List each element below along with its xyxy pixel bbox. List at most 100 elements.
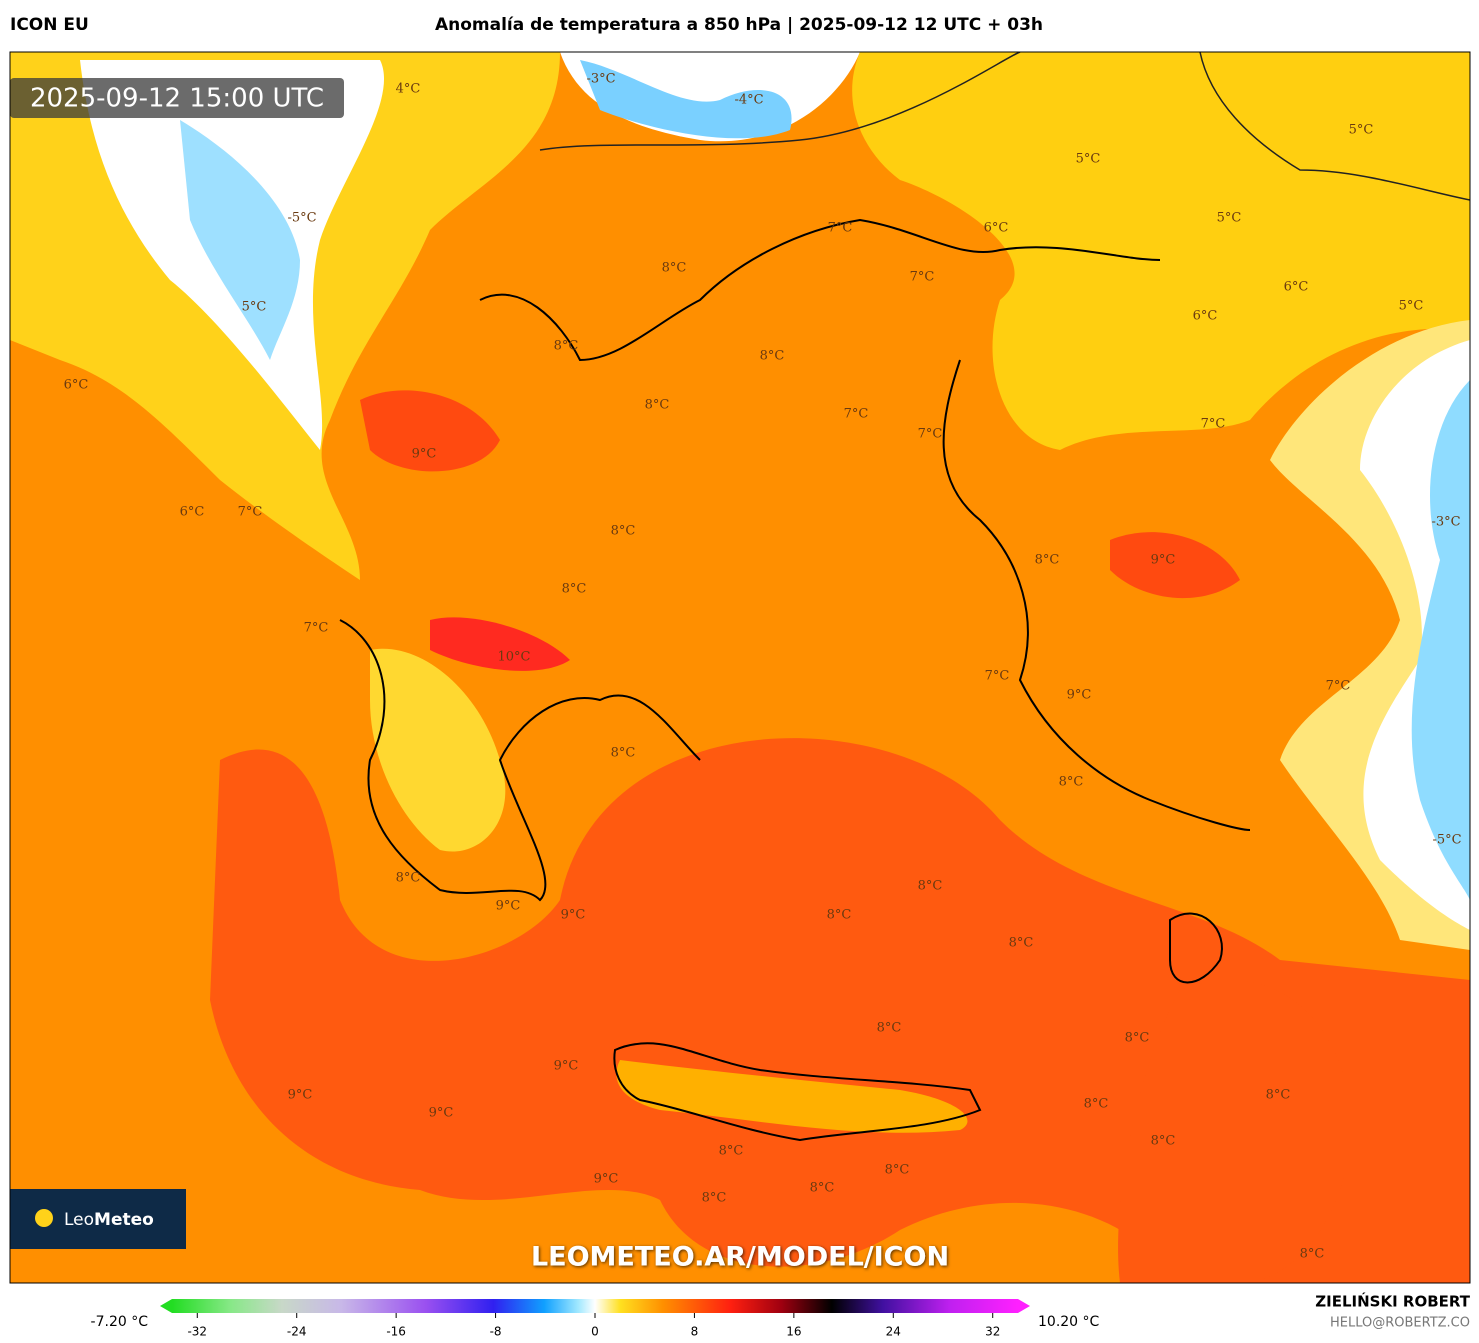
contact: HELLO@ROBERTZ.CO <box>1330 1316 1470 1331</box>
contour-label: -4°C <box>734 93 763 108</box>
cold-area <box>580 60 792 139</box>
coastline <box>479 218 1161 362</box>
contour-label: 8°C <box>810 1181 835 1196</box>
warm-area <box>360 390 500 472</box>
coastline <box>339 619 701 902</box>
contour-label: 8°C <box>1266 1088 1291 1103</box>
contour-label: 8°C <box>877 1021 902 1036</box>
coastline <box>1169 912 1223 984</box>
colorbar-max-arrow <box>1018 1299 1030 1313</box>
contour-label: 9°C <box>288 1088 313 1103</box>
contour-label: 9°C <box>594 1172 619 1187</box>
contour-label: 7°C <box>828 221 853 236</box>
contour-label: 9°C <box>1151 553 1176 568</box>
contour-label: 9°C <box>561 908 586 923</box>
border <box>539 52 1470 201</box>
contour-label: 7°C <box>918 427 943 442</box>
colorbar-tick-label: -24 <box>287 1325 307 1339</box>
contour-label: 8°C <box>918 879 943 894</box>
contour-label: -5°C <box>287 211 316 226</box>
contour-label: 7°C <box>304 621 329 636</box>
coastline <box>613 1042 982 1142</box>
coastline <box>942 359 1251 831</box>
contour-label: 7°C <box>844 407 869 422</box>
contour-label: 9°C <box>429 1106 454 1121</box>
contour-label: 9°C <box>1067 688 1092 703</box>
contour-label: 6°C <box>180 505 205 520</box>
cold-area <box>180 120 300 360</box>
cool-area <box>616 1060 968 1133</box>
colorbar-tick-label: 8 <box>691 1325 699 1339</box>
colorbar-min-label: -7.20 °C <box>91 1314 149 1330</box>
map: 4°C -3°C -4°C 5°C 5°C -5°C 7°C 6°C 5°C 8°C 7°C 6°C 5… <box>10 52 1470 1283</box>
contour-label: 5°C <box>242 300 267 315</box>
timestamp: 2025-09-12 15:00 UTC <box>30 84 324 114</box>
contour-label: 8°C <box>562 582 587 597</box>
contour-label: -5°C <box>1432 833 1461 848</box>
contour-label: 7°C <box>238 505 263 520</box>
contour-label: 8°C <box>662 261 687 276</box>
contour-label: 6°C <box>1193 309 1218 324</box>
contour-label: 8°C <box>719 1144 744 1159</box>
contour-label: 4°C <box>396 82 421 97</box>
contour-label: 8°C <box>1084 1097 1109 1112</box>
contour-label: 7°C <box>985 669 1010 684</box>
contour-label: 8°C <box>1009 936 1034 951</box>
colorbar-ticks: -32 -24 -16 -8 0 8 16 24 32 <box>187 1313 1000 1339</box>
contour-label: 8°C <box>1125 1031 1150 1046</box>
map-frame <box>9 51 1471 1284</box>
contour-label: 9°C <box>554 1059 579 1074</box>
contour-label: 8°C <box>1035 553 1060 568</box>
colorbar <box>172 1299 1018 1313</box>
colorbar-max-label: 10.20 °C <box>1038 1314 1100 1330</box>
hot-area <box>430 617 570 671</box>
contour-label: 8°C <box>396 871 421 886</box>
contour-label: 8°C <box>885 1163 910 1178</box>
contour-label: 8°C <box>1151 1134 1176 1149</box>
colorbar-tick-label: 16 <box>786 1325 801 1339</box>
contour-label: -3°C <box>586 72 615 87</box>
contour-label: 7°C <box>1201 417 1226 432</box>
contour-label: 8°C <box>611 746 636 761</box>
contour-label: 7°C <box>1326 679 1351 694</box>
colorbar-tick-label: -32 <box>187 1325 207 1339</box>
warm-area <box>1118 980 1352 1283</box>
contour-label: 8°C <box>1300 1247 1325 1262</box>
colorbar-tick-label: -8 <box>490 1325 502 1339</box>
contour-label: 6°C <box>64 378 89 393</box>
colorbar-tick-label: 32 <box>985 1325 1000 1339</box>
contour-label: 8°C <box>702 1191 727 1206</box>
logo-leo: Leo <box>64 1210 94 1230</box>
logo-sun <box>35 1209 53 1227</box>
contour-labels: 4°C -3°C -4°C 5°C 5°C -5°C 7°C 6°C 5°C 8°C 7°C 6°C 5… <box>64 72 1462 1262</box>
contour-label: 5°C <box>1349 123 1374 138</box>
colorbar-min-arrow <box>160 1299 172 1313</box>
contour-label: 8°C <box>645 398 670 413</box>
map-title: Anomalía de temperatura a 850 hPa | 2025… <box>435 15 1043 35</box>
timestamp-box <box>10 78 344 118</box>
logo-meteo: Meteo <box>94 1210 154 1230</box>
contour-label: 9°C <box>412 447 437 462</box>
watermark: LEOMETEO.AR/MODEL/ICON <box>531 1242 949 1273</box>
contour-label: -3°C <box>1431 515 1460 530</box>
contour-label: 5°C <box>1399 299 1424 314</box>
contour-label: 8°C <box>827 908 852 923</box>
cool-area <box>370 648 506 852</box>
contour-label: 9°C <box>496 899 521 914</box>
author: ZIELIŃSKI ROBERT <box>1315 1292 1470 1311</box>
contour-label: 8°C <box>611 524 636 539</box>
colorbar-tick-label: 24 <box>886 1325 901 1339</box>
cold-area <box>1411 380 1470 900</box>
logo-text: LeoMeteo <box>64 1210 154 1230</box>
warm-area <box>1110 532 1240 599</box>
contour-label: 5°C <box>1217 211 1242 226</box>
contour-label: 7°C <box>910 270 935 285</box>
contour-label: 5°C <box>1076 152 1101 167</box>
contour-label: 8°C <box>760 349 785 364</box>
colorbar-tick-label: -16 <box>386 1325 406 1339</box>
contour-label: 6°C <box>984 221 1009 236</box>
contour-label: 8°C <box>554 339 579 354</box>
contour-label: 10°C <box>498 650 531 665</box>
